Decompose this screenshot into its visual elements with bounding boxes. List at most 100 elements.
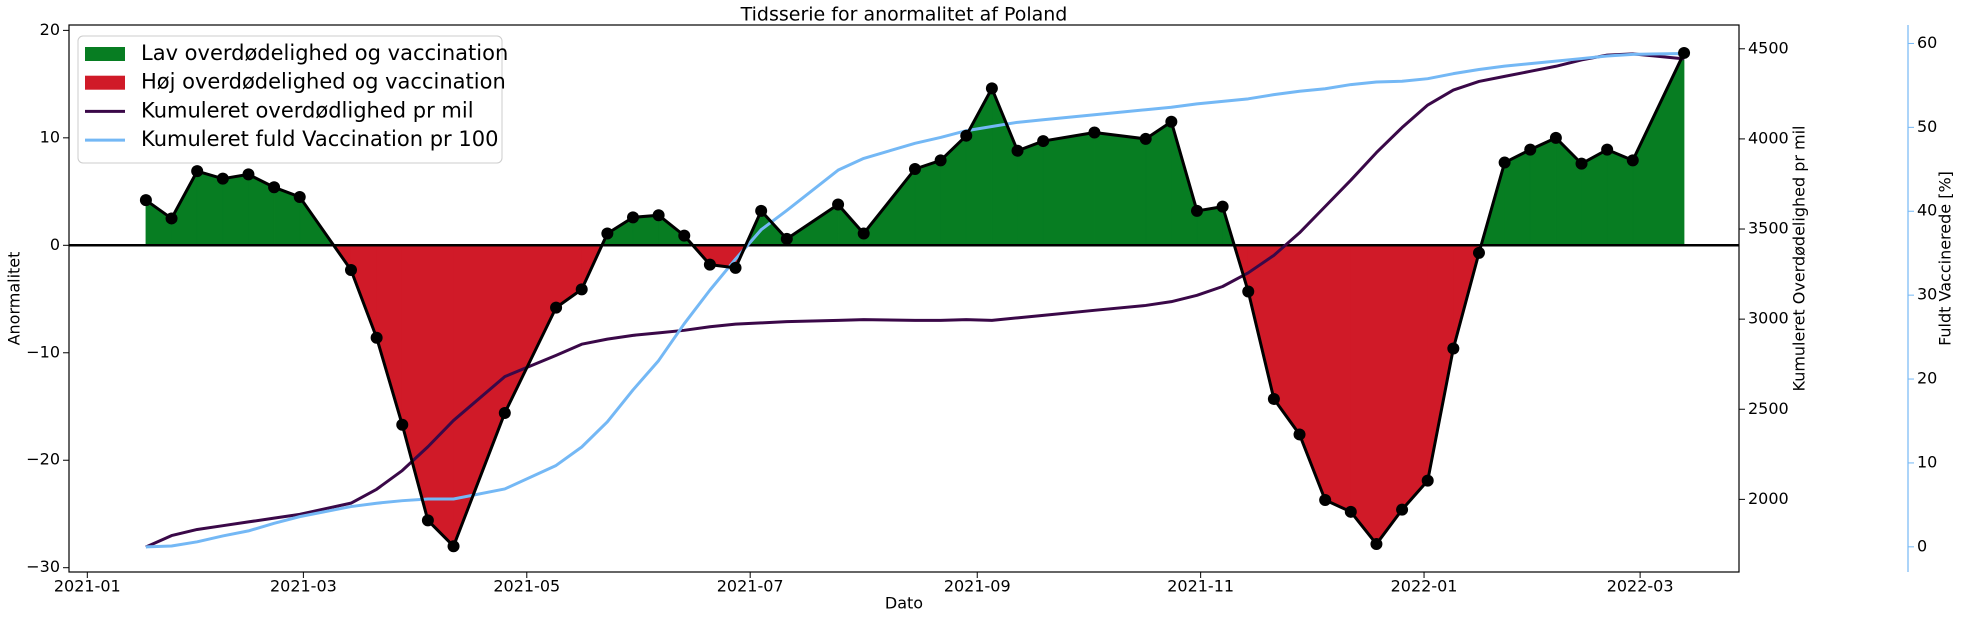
anomaly-marker — [268, 181, 281, 194]
fill-area — [1324, 245, 1352, 513]
y-tick-label: 10 — [40, 127, 60, 146]
fill-area — [1247, 245, 1275, 400]
fill-area — [1094, 132, 1147, 246]
x-axis-label: Dato — [885, 594, 923, 613]
y2-tick-label: 3500 — [1748, 219, 1789, 238]
anomaly-marker — [139, 194, 152, 207]
anomaly-marker — [1549, 131, 1562, 144]
anomaly-marker — [575, 283, 588, 296]
x-tick-label: 2021-03 — [270, 577, 337, 596]
y2-tick-label: 4500 — [1748, 38, 1789, 57]
anomaly-marker — [934, 154, 947, 167]
legend-label: Lav overdødelighed og vaccination — [141, 41, 508, 65]
anomaly-marker — [960, 129, 973, 142]
anomaly-marker — [447, 540, 460, 553]
anomaly-marker — [857, 227, 870, 240]
anomaly-marker — [1037, 135, 1050, 148]
anomaly-marker — [1293, 428, 1306, 441]
anomaly-marker — [370, 331, 383, 344]
y3-tick-label: 60 — [1917, 33, 1937, 52]
anomaly-marker — [678, 229, 691, 242]
anomaly-marker — [1421, 474, 1434, 487]
x-tick-label: 2021-09 — [944, 577, 1011, 596]
legend-label: Høj overdødelighed og vaccination — [141, 70, 506, 94]
anomaly-marker — [344, 264, 357, 277]
anomaly-marker — [1242, 285, 1255, 298]
y-tick-label: −20 — [26, 450, 60, 469]
anomaly-marker — [832, 198, 845, 211]
anomaly-marker — [421, 514, 434, 527]
series-line — [145, 52, 1685, 549]
anomaly-marker — [1267, 392, 1280, 405]
anomaly-marker — [550, 301, 563, 314]
fill-area — [222, 174, 249, 246]
anomaly-marker — [1472, 246, 1485, 259]
anomaly-marker — [1370, 538, 1383, 551]
anomaly-marker — [1165, 115, 1178, 128]
anomaly-marker — [191, 165, 204, 178]
y3-axis-label: Fuldt Vaccinerede [%] — [1936, 171, 1955, 346]
anomaly-marker — [1190, 204, 1203, 217]
fill-area — [1376, 245, 1403, 545]
fill-area — [453, 245, 506, 547]
anomaly-marker — [1216, 200, 1229, 213]
anomaly-marker — [1139, 132, 1152, 145]
fill-area — [504, 245, 557, 414]
anomaly-marker — [755, 204, 768, 217]
fill-area — [427, 245, 454, 547]
anomaly-marker — [1344, 505, 1357, 518]
fill-area — [1632, 52, 1685, 246]
plot-frame — [68, 24, 1740, 573]
x-tick-label: 2022-01 — [1391, 577, 1458, 596]
fill-area — [1017, 140, 1044, 246]
series-line — [145, 52, 1685, 549]
fill-area — [1401, 245, 1429, 511]
anomaly-marker — [908, 163, 921, 176]
anomaly-marker — [1575, 157, 1588, 170]
y-tick-label: 20 — [40, 20, 60, 39]
fill-area — [1350, 245, 1377, 545]
x-tick-label: 2021-01 — [54, 577, 121, 596]
legend-swatch — [85, 75, 125, 90]
fill-area — [1042, 132, 1095, 246]
anomaly-marker — [1601, 143, 1614, 156]
fill-area — [1299, 245, 1326, 501]
fill-area — [401, 245, 429, 521]
anomaly-marker — [985, 82, 998, 95]
anomaly-marker — [396, 418, 409, 431]
y-axis-label: Anormalitet — [5, 252, 24, 346]
y2-tick-label: 2000 — [1748, 489, 1789, 508]
anomaly-marker — [703, 258, 716, 271]
legend-box — [77, 35, 503, 164]
y3-tick-label: 30 — [1917, 285, 1937, 304]
anomaly-marker — [1447, 342, 1460, 355]
anomaly-marker — [242, 168, 255, 181]
anomaly-marker — [652, 209, 665, 222]
y-tick-label: 0 — [50, 235, 60, 254]
legend-swatch — [85, 47, 125, 61]
chart-title: Tidsserie for anormalitet af Poland — [740, 4, 1068, 26]
anomaly-marker — [216, 172, 229, 185]
anomaly-marker — [601, 227, 614, 240]
y2-tick-label: 4000 — [1748, 128, 1789, 147]
anomaly-marker — [626, 211, 639, 224]
x-tick-label: 2021-05 — [493, 577, 560, 596]
anomaly-marker — [1678, 46, 1691, 59]
x-tick-label: 2021-07 — [717, 577, 784, 596]
y-tick-label: −30 — [26, 557, 60, 576]
fill-area — [991, 88, 1018, 246]
fill-area — [940, 134, 967, 246]
anomaly-marker — [1011, 144, 1024, 157]
anomaly-marker — [729, 261, 742, 274]
y2-tick-label: 3000 — [1748, 309, 1789, 328]
y2-tick-label: 2500 — [1748, 399, 1789, 418]
x-tick-label: 2022-03 — [1607, 577, 1674, 596]
fill-area — [1555, 137, 1582, 246]
y3-tick-label: 0 — [1917, 536, 1927, 555]
x-tick-label: 2021-11 — [1167, 577, 1234, 596]
anomaly-marker — [1524, 143, 1537, 156]
anomaly-marker — [165, 212, 178, 225]
anomaly-marker — [1088, 126, 1101, 139]
y3-tick-label: 20 — [1917, 369, 1937, 388]
